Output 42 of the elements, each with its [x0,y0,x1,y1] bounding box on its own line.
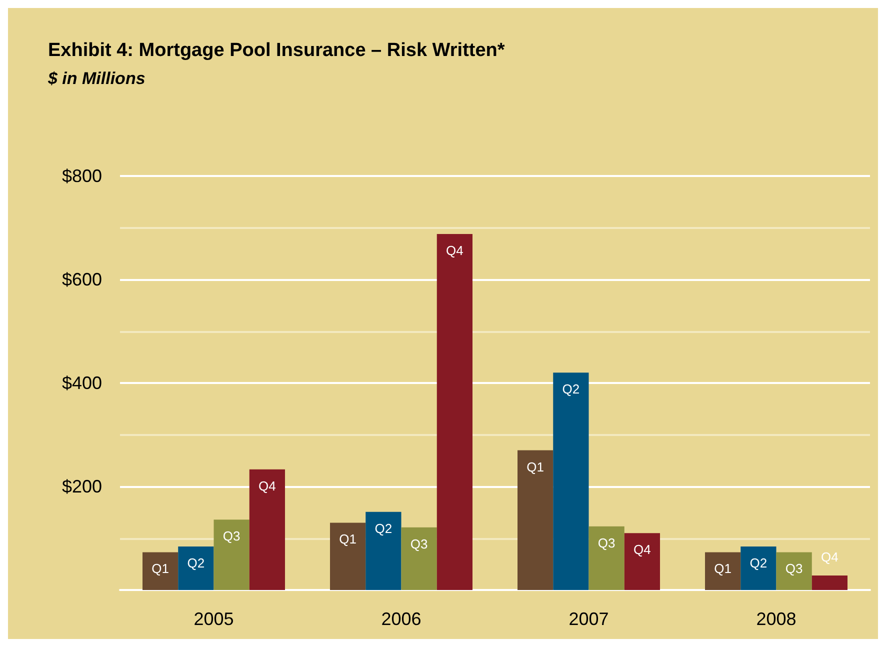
bar [553,372,589,590]
bar [740,546,776,590]
chart-title: Exhibit 4: Mortgage Pool Insurance – Risk Written* [48,40,506,61]
bar [812,576,848,590]
bar [214,520,250,590]
x-tick-label: 2005 [194,609,234,629]
text: Q3 [222,528,240,544]
bar [366,512,402,590]
y-tick-label: $600 [62,270,102,290]
text: Q3 [785,561,803,576]
bar [776,552,812,590]
y-tick-label: $800 [62,166,102,186]
text: Q4 [821,550,838,565]
text: Q2 [187,556,205,571]
bar [401,527,437,590]
bar [624,533,660,590]
x-tick-label: 2007 [568,609,609,629]
x-tick-label: 2006 [381,609,422,629]
bar [178,546,214,590]
series-label: Q1 [152,561,169,576]
bar [142,552,178,590]
text: Q1 [714,561,732,576]
text: Q2 [562,382,580,397]
bar [588,526,624,590]
series-label: Q4 [258,478,276,494]
text: Q2 [750,556,768,571]
bar [330,522,366,590]
text: Q1 [339,532,356,547]
y-tick-label: $400 [62,373,102,393]
text: Q4 [446,242,464,258]
bar [436,234,472,590]
bar [705,552,741,590]
bar [249,469,285,590]
x-tick-label: 2008 [756,609,796,629]
chart-subtitle: $ in Millions [47,69,146,88]
series-label: Q3 [598,535,616,550]
bar [518,450,554,590]
series-label: Q2 [374,520,392,536]
text: Q4 [634,542,651,558]
text: Q1 [526,459,544,474]
y-tick-label: $200 [62,476,102,496]
text: Q3 [410,536,428,552]
